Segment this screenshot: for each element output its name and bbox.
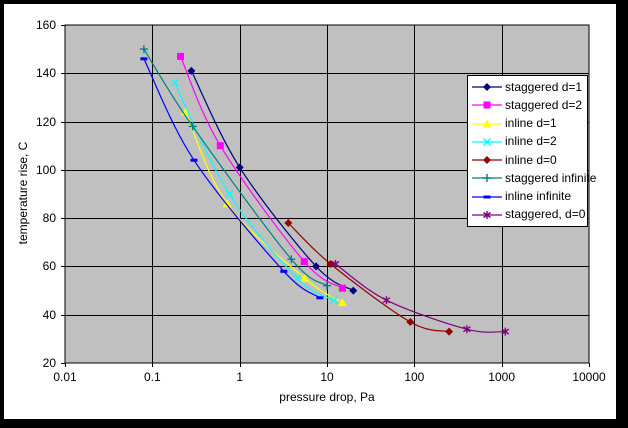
legend-marker-dash (472, 195, 502, 199)
legend-item: staggered d=2 (468, 97, 587, 114)
legend-item: inline d=0 (468, 152, 587, 169)
legend-marker-square (472, 101, 502, 109)
series-staggered-infinite (139, 45, 331, 290)
x-tick-label: 1 (236, 370, 243, 384)
legend-label: inline d=1 (505, 116, 557, 131)
legend-marker-plus (472, 174, 502, 183)
legend-label: inline d=2 (505, 134, 557, 149)
series-inline-d-0 (284, 219, 454, 336)
series-staggered-d-1 (187, 66, 358, 295)
legend: staggered d=1 staggered d=2 inline d=1 inli… (467, 75, 596, 227)
series-inline-infinite (140, 57, 324, 300)
y-tick-label: 160 (35, 18, 56, 32)
legend-marker-diamond (472, 83, 502, 92)
legend-item: staggered d=1 (468, 79, 587, 96)
legend-item: staggered, d=0 (468, 206, 587, 223)
legend-item: inline d=1 (468, 115, 587, 132)
series-staggered-d-2 (177, 52, 346, 292)
x-tick-label: 0.1 (143, 370, 161, 384)
legend-label: staggered infinite (505, 170, 597, 185)
y-tick-label: 20 (42, 356, 56, 370)
legend-marker-diamond (472, 156, 502, 165)
x-tick-label: 0.01 (53, 370, 77, 384)
series-staggered-d-0 (331, 260, 510, 336)
y-tick-label: 100 (35, 162, 56, 177)
x-tick-label: 10000 (572, 370, 606, 384)
legend-marker-asterisk (472, 210, 502, 219)
legend-label: inline infinite (505, 189, 572, 204)
legend-marker-x (472, 137, 502, 146)
legend-item: inline d=2 (468, 133, 587, 150)
legend-item: inline infinite (468, 188, 587, 205)
y-tick-label: 140 (35, 66, 56, 81)
x-tick-label: 100 (404, 370, 425, 384)
y-axis-title: temperature rise, C (16, 141, 30, 245)
y-tick-label: 80 (42, 211, 56, 226)
y-tick-label: 60 (42, 259, 56, 274)
x-axis-title: pressure drop, Pa (279, 390, 375, 404)
legend-marker-triangle (472, 119, 502, 128)
legend-label: inline d=0 (505, 152, 557, 167)
legend-label: staggered d=1 (505, 79, 583, 94)
x-tick-label: 10 (320, 370, 334, 384)
legend-label: staggered, d=0 (505, 207, 586, 222)
y-tick-label: 40 (42, 307, 56, 322)
legend-item: staggered infinite (468, 170, 596, 187)
series-inline-d-2 (170, 78, 338, 305)
x-tick-label: 1000 (488, 370, 515, 384)
legend-label: staggered d=2 (505, 97, 583, 112)
y-tick-label: 120 (35, 114, 56, 129)
